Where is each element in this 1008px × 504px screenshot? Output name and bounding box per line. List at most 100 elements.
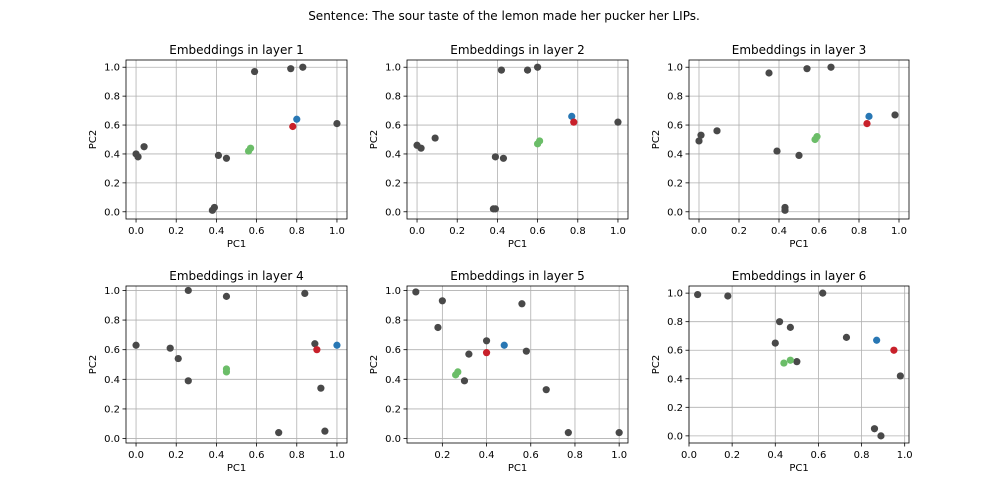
y-tick-label: 0.4 [104, 375, 120, 386]
x-axis-label: PC1 [508, 463, 527, 474]
y-tick-label: 0.8 [667, 317, 683, 328]
point-gray [482, 337, 491, 345]
y-tick-label: 0.0 [667, 207, 683, 218]
point-gray [134, 153, 142, 161]
x-tick-label: 0.2 [434, 450, 450, 461]
grid [126, 60, 347, 219]
subplot-layer-3: 0.0 0.2 0.4 0.6 0.8 1.0 0.0 0.2 0.4 0.6 0.8 1.0 Embe… [651, 43, 910, 250]
point-green [222, 368, 231, 376]
y-tick-label: 0.6 [667, 121, 683, 132]
x-tick-label: 0.2 [168, 450, 184, 461]
x-tick-label: 0.6 [523, 450, 539, 461]
y-tick-label: 0.2 [385, 178, 401, 189]
y-tick-label: 0.8 [104, 316, 120, 327]
point-gray [299, 63, 307, 71]
point-red [482, 349, 491, 357]
y-tick-label: 0.8 [667, 92, 683, 103]
point-gray [287, 65, 295, 73]
point-gray [434, 323, 442, 332]
point-gray [786, 323, 794, 331]
point-gray [222, 292, 231, 300]
point-gray [140, 143, 148, 151]
x-tick-label: 1.0 [329, 450, 345, 461]
y-tick-label: 1.0 [104, 286, 120, 297]
y-tick-label: 0.0 [104, 207, 120, 218]
point-green [246, 144, 255, 152]
y-tick-label: 0.6 [385, 121, 401, 132]
x-tick-label: 0.2 [724, 450, 740, 461]
subplot-title: Embeddings in layer 4 [169, 269, 303, 283]
figure-title: Sentence: The sour taste of the lemon ma… [308, 9, 700, 23]
point-blue [568, 112, 576, 120]
subplot-title: Embeddings in layer 1 [169, 43, 303, 57]
point-gray [564, 429, 572, 437]
y-tick-label: 0.6 [385, 345, 401, 356]
point-gray [412, 288, 420, 296]
point-green [786, 356, 794, 364]
point-gray [210, 203, 218, 212]
y-tick-label: 1.0 [385, 286, 401, 297]
y-tick-label: 0.6 [667, 346, 683, 357]
point-gray [775, 318, 784, 326]
subplot-layer-5: 0.2 0.4 0.6 0.8 1.0 0.0 0.2 0.4 0.6 0.8 1.0 Embeddi… [369, 269, 629, 474]
point-gray [333, 120, 341, 128]
subplot-layer-4: 0.0 0.2 0.4 0.6 0.8 1.0 0.0 0.2 0.4 0.6 0.8 1.0 Embe… [88, 269, 348, 474]
point-gray [533, 63, 542, 71]
x-tick-label: 1.0 [897, 450, 913, 461]
grid [407, 60, 628, 219]
y-tick-label: 0.4 [667, 374, 683, 385]
x-tick-label: 0.0 [128, 226, 144, 237]
x-tick-label: 0.8 [567, 450, 583, 461]
point-red [890, 346, 898, 354]
y-tick-label: 0.2 [104, 178, 120, 189]
point-gray [184, 377, 192, 385]
point-gray [522, 347, 530, 355]
axes-frame [125, 59, 348, 220]
y-tick-label: 0.2 [385, 404, 401, 415]
subplot-title: Embeddings in layer 3 [732, 43, 866, 57]
point-gray [460, 377, 469, 385]
point-blue [293, 115, 301, 123]
y-tick-label: 1.0 [385, 63, 401, 74]
x-tick-label: 0.2 [168, 226, 184, 237]
x-tick-label: 0.0 [691, 226, 707, 237]
x-tick-label: 1.0 [610, 226, 626, 237]
point-gray [214, 151, 223, 159]
x-tick-label: 0.4 [208, 450, 224, 461]
y-tick-label: 0.8 [385, 316, 401, 327]
point-gray [773, 147, 781, 155]
axes-frame [406, 59, 629, 220]
x-tick-label: 0.4 [771, 226, 787, 237]
x-tick-label: 0.2 [731, 226, 747, 237]
y-axis-label: PC2 [88, 130, 99, 149]
y-tick-label: 0.8 [385, 92, 401, 103]
point-gray [896, 372, 904, 380]
point-gray [819, 289, 827, 297]
y-axis-label: PC2 [369, 355, 380, 374]
y-axis-label: PC2 [651, 355, 662, 374]
y-tick-label: 0.6 [104, 121, 120, 132]
y-tick-label: 1.0 [667, 63, 683, 74]
point-gray [301, 289, 309, 298]
point-gray [321, 427, 329, 435]
point-gray [499, 154, 508, 162]
y-tick-label: 0.4 [385, 375, 401, 386]
subplot-layer-1: 0.0 0.2 0.4 0.6 0.8 1.0 0.0 0.2 0.4 0.6 0.8 1.0 Embe… [88, 43, 348, 250]
point-blue [333, 341, 341, 349]
subplot-layer-6: 0.0 0.2 0.4 0.6 0.8 1.0 0.0 0.2 0.4 0.6 0.8 1.0 Embe… [651, 269, 913, 474]
x-tick-label: 0.8 [854, 450, 870, 461]
point-blue [500, 341, 508, 349]
point-gray [518, 300, 526, 308]
x-tick-label: 0.8 [289, 226, 305, 237]
point-gray [724, 292, 732, 300]
x-tick-label: 0.4 [479, 450, 495, 461]
point-red [289, 122, 297, 131]
point-gray [827, 63, 835, 71]
y-axis-label: PC2 [651, 130, 662, 149]
x-tick-label: 0.6 [530, 226, 546, 237]
point-gray [713, 127, 721, 135]
point-gray [275, 429, 283, 437]
point-green [813, 133, 821, 141]
point-gray [542, 386, 550, 394]
x-tick-label: 0.6 [249, 226, 265, 237]
